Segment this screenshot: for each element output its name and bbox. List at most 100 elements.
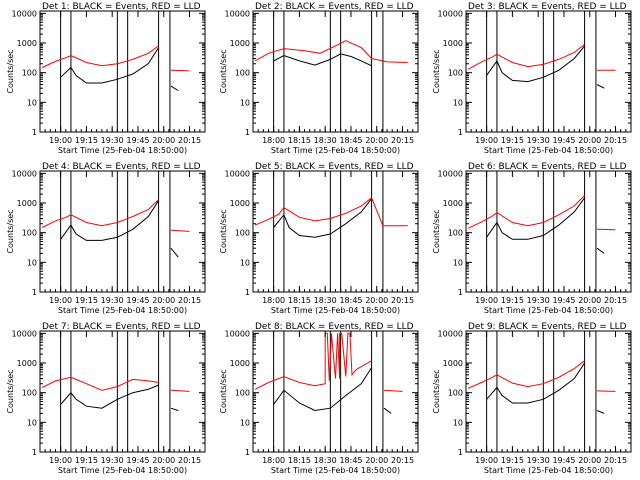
events-series-line: [170, 247, 179, 258]
x-tick-label: 19:45: [552, 456, 575, 465]
y-tick-label: 100: [448, 229, 463, 238]
x-axis-label: Start Time (25-Feb-04 18:50:00): [58, 306, 187, 315]
y-tick-label: 1: [245, 288, 250, 297]
x-tick-label: 19:45: [126, 456, 149, 465]
x-tick-label: 20:00: [578, 136, 601, 145]
panel-title: Det 9: BLACK = Events, RED = LLD: [468, 322, 627, 332]
events-series-line: [596, 410, 605, 414]
events-series-line: [273, 53, 372, 67]
lld-series-line: [467, 360, 585, 389]
x-axis-label: Start Time (25-Feb-04 18:50:00): [484, 146, 613, 155]
y-tick-label: 10000: [225, 169, 250, 178]
lld-series-line: [596, 228, 616, 231]
y-tick-label: 100: [235, 229, 250, 238]
y-tick-label: 100: [22, 69, 37, 78]
x-tick-label: 19:15: [75, 296, 98, 305]
x-axis-label: Start Time (25-Feb-04 18:50:00): [484, 306, 613, 315]
y-axis-label: Counts/sec: [219, 369, 228, 413]
x-tick-label: 19:00: [475, 456, 498, 465]
detector-panel: Det 9: BLACK = Events, RED = LLD 1 10 100 10…: [432, 322, 632, 475]
y-axis-label: Counts/sec: [219, 209, 228, 253]
events-series-line: [486, 197, 586, 240]
x-tick-label: 20:00: [578, 456, 601, 465]
axes-frame: [252, 170, 419, 293]
y-tick-label: 1000: [230, 199, 250, 208]
x-tick-label: 18:30: [314, 136, 337, 145]
lld-series-line: [41, 376, 159, 391]
x-tick-label: 19:15: [501, 296, 524, 305]
y-tick-label: 10: [240, 258, 250, 267]
x-tick-label: 19:30: [101, 296, 124, 305]
x-tick-label: 19:00: [475, 296, 498, 305]
lld-series-line: [254, 40, 408, 63]
x-tick-label: 19:00: [49, 136, 72, 145]
y-tick-label: 1: [32, 128, 37, 137]
y-tick-label: 1000: [17, 199, 37, 208]
lld-series-line: [170, 229, 190, 232]
x-tick-label: 19:15: [75, 136, 98, 145]
x-tick-label: 18:30: [314, 296, 337, 305]
events-series-line: [273, 367, 373, 412]
axes-frame: [39, 330, 206, 453]
panel-title: Det 5: BLACK = Events, RED = LLD: [255, 162, 414, 172]
x-tick-label: 20:00: [365, 136, 388, 145]
y-tick-label: 100: [448, 389, 463, 398]
x-axis-label: Start Time (25-Feb-04 18:50:00): [271, 306, 400, 315]
y-tick-label: 1: [458, 448, 463, 457]
y-tick-label: 10000: [438, 9, 463, 18]
y-axis-label: Counts/sec: [6, 49, 15, 93]
y-tick-label: 10000: [438, 329, 463, 338]
axes-frame: [39, 170, 206, 293]
x-tick-label: 19:45: [552, 296, 575, 305]
detector-panel: Det 4: BLACK = Events, RED = LLD 1 10 100 10…: [6, 162, 206, 315]
lld-series-line: [254, 196, 408, 227]
y-tick-label: 100: [22, 389, 37, 398]
detector-panel: Det 1: BLACK = Events, RED = LLD 1 10 100 10…: [6, 2, 206, 155]
axes-frame: [252, 330, 419, 453]
y-tick-label: 1: [245, 128, 250, 137]
y-tick-label: 10: [240, 98, 250, 107]
y-tick-label: 10000: [12, 169, 37, 178]
y-tick-label: 10: [453, 418, 463, 427]
y-tick-label: 10000: [12, 9, 37, 18]
x-tick-label: 19:30: [527, 456, 550, 465]
y-tick-label: 10: [27, 98, 37, 107]
y-tick-label: 10: [240, 418, 250, 427]
x-tick-label: 19:00: [49, 296, 72, 305]
x-tick-label: 20:15: [178, 136, 201, 145]
axes-frame: [39, 10, 206, 133]
x-tick-label: 20:00: [365, 456, 388, 465]
y-tick-label: 10000: [12, 329, 37, 338]
axes-frame: [465, 10, 632, 133]
lld-series-line: [254, 332, 372, 390]
x-tick-label: 20:15: [178, 296, 201, 305]
y-tick-label: 1: [458, 128, 463, 137]
y-tick-label: 10: [27, 418, 37, 427]
x-axis-label: Start Time (25-Feb-04 18:50:00): [484, 466, 613, 475]
y-tick-label: 100: [235, 69, 250, 78]
events-series-line: [60, 200, 160, 241]
x-tick-label: 20:00: [152, 456, 175, 465]
x-tick-label: 19:30: [101, 136, 124, 145]
x-tick-label: 19:45: [126, 296, 149, 305]
lld-series-line: [596, 390, 616, 392]
events-series-line: [596, 84, 605, 89]
x-axis-label: Start Time (25-Feb-04 18:50:00): [58, 146, 187, 155]
x-tick-label: 18:00: [262, 456, 285, 465]
x-tick-label: 20:00: [365, 296, 388, 305]
x-tick-label: 19:00: [49, 456, 72, 465]
panel-title: Det 2: BLACK = Events, RED = LLD: [255, 2, 414, 12]
y-tick-label: 1000: [443, 359, 463, 368]
events-series-line: [383, 407, 392, 414]
events-series-line: [486, 45, 585, 83]
x-tick-label: 19:15: [501, 136, 524, 145]
y-tick-label: 10000: [225, 9, 250, 18]
x-tick-label: 20:15: [604, 136, 627, 145]
x-tick-label: 20:15: [604, 456, 627, 465]
x-axis-label: Start Time (25-Feb-04 18:50:00): [271, 146, 400, 155]
y-tick-label: 10: [453, 258, 463, 267]
detector-panel: Det 3: BLACK = Events, RED = LLD 1 10 100 10…: [432, 2, 632, 155]
x-tick-label: 20:15: [391, 136, 414, 145]
y-axis-label: Counts/sec: [6, 369, 15, 413]
